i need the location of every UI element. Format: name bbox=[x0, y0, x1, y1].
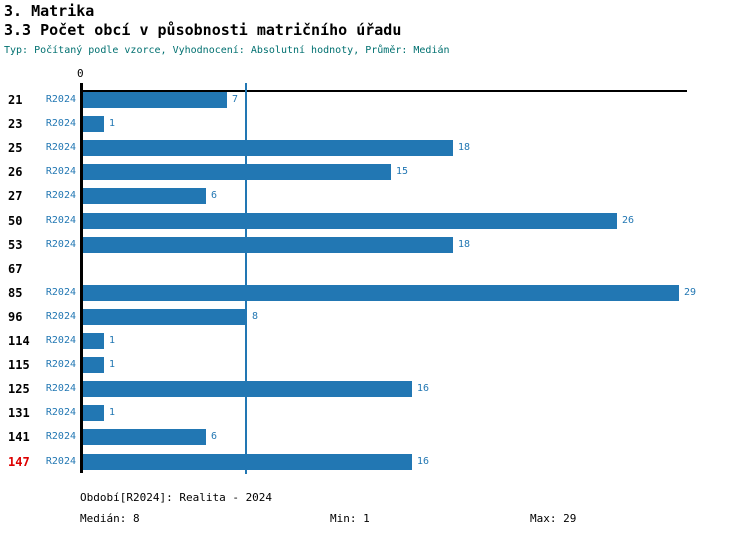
bar bbox=[83, 381, 412, 398]
series-label: R2024 bbox=[45, 118, 76, 130]
category-label: 67 bbox=[8, 261, 23, 276]
bar bbox=[83, 212, 617, 229]
bar bbox=[83, 236, 453, 253]
bar bbox=[83, 429, 206, 446]
bar bbox=[83, 333, 104, 349]
category-label: 147 bbox=[8, 454, 30, 469]
page-title: 3. Matrika bbox=[4, 2, 95, 20]
bar bbox=[83, 188, 206, 205]
series-label: R2024 bbox=[45, 383, 76, 395]
series-label: R2024 bbox=[45, 190, 76, 202]
series-label: R2024 bbox=[45, 455, 76, 467]
bar bbox=[83, 140, 453, 157]
bar-value-label: 18 bbox=[458, 238, 471, 250]
bar-value-label: 1 bbox=[109, 118, 116, 130]
series-label: R2024 bbox=[45, 238, 76, 250]
bar-value-label: 18 bbox=[458, 142, 471, 154]
footer-period: Období[R2024]: Realita - 2024 bbox=[80, 491, 273, 504]
y-axis-line bbox=[80, 83, 83, 473]
bar bbox=[83, 308, 247, 325]
bar bbox=[83, 92, 227, 108]
category-label: 27 bbox=[8, 189, 23, 204]
bar-value-label: 16 bbox=[417, 455, 430, 467]
series-label: R2024 bbox=[45, 214, 76, 226]
series-label: R2024 bbox=[45, 335, 76, 346]
category-label: 125 bbox=[8, 382, 30, 397]
bar-value-label: 8 bbox=[252, 310, 259, 322]
bar-value-label: 1 bbox=[109, 407, 116, 419]
bar bbox=[83, 453, 412, 470]
series-label: R2024 bbox=[45, 142, 76, 154]
series-label: R2024 bbox=[45, 359, 76, 371]
bar-value-label: 1 bbox=[109, 335, 116, 346]
category-label: 96 bbox=[8, 309, 23, 324]
bar bbox=[83, 357, 104, 374]
footer-median: Medián: 8 bbox=[80, 512, 140, 525]
category-label: 53 bbox=[8, 237, 23, 252]
median-line bbox=[245, 83, 247, 474]
bar-value-label: 6 bbox=[211, 431, 218, 443]
chart-subtitle: Typ: Počítaný podle vzorce, Vyhodnocení:… bbox=[4, 45, 450, 56]
category-label: 85 bbox=[8, 285, 23, 300]
category-label: 115 bbox=[8, 358, 30, 373]
bar bbox=[83, 284, 679, 301]
category-label: 114 bbox=[8, 334, 30, 348]
category-label: 141 bbox=[8, 430, 30, 445]
bar-value-label: 7 bbox=[232, 94, 239, 105]
bar bbox=[83, 164, 391, 181]
category-label: 23 bbox=[8, 117, 23, 132]
bar-value-label: 15 bbox=[396, 166, 409, 178]
bar bbox=[83, 116, 104, 133]
chart-title: 3.3 Počet obcí v působnosti matričního ú… bbox=[4, 21, 402, 39]
bar-value-label: 1 bbox=[109, 359, 116, 371]
category-label: 50 bbox=[8, 213, 23, 228]
footer-max: Max: 29 bbox=[530, 512, 577, 525]
category-label: 26 bbox=[8, 165, 23, 180]
category-label: 21 bbox=[8, 93, 23, 107]
series-label: R2024 bbox=[45, 310, 76, 322]
series-label: R2024 bbox=[45, 286, 76, 298]
bar-value-label: 26 bbox=[622, 214, 635, 226]
series-label: R2024 bbox=[45, 94, 76, 105]
bar-value-label: 29 bbox=[684, 286, 697, 298]
series-label: R2024 bbox=[45, 407, 76, 419]
series-label: R2024 bbox=[45, 431, 76, 443]
bar-value-label: 6 bbox=[211, 190, 218, 202]
category-label: 25 bbox=[8, 141, 23, 156]
series-label: R2024 bbox=[45, 166, 76, 178]
footer-min: Min: 1 bbox=[330, 512, 370, 525]
bar bbox=[83, 405, 104, 422]
x-axis-line bbox=[80, 90, 687, 92]
bar-value-label: 16 bbox=[417, 383, 430, 395]
category-label: 131 bbox=[8, 406, 30, 421]
x-axis-zero-tick-label: 0 bbox=[77, 67, 84, 80]
